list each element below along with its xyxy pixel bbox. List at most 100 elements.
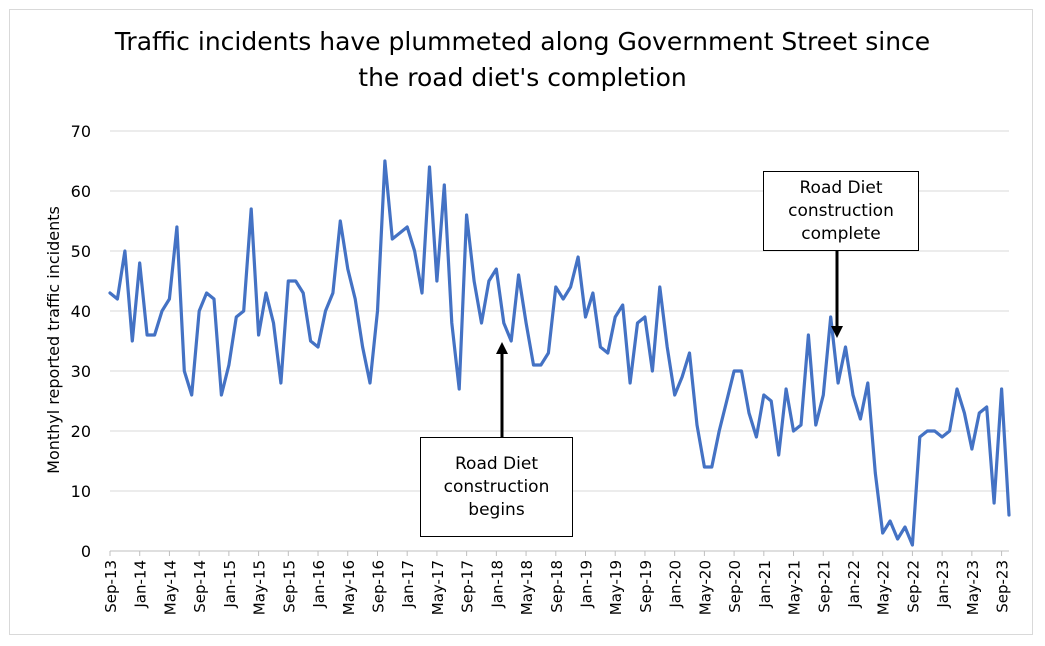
annotation-begins-line-1: Road Diet (455, 453, 538, 474)
data-point (190, 394, 193, 397)
data-point (681, 376, 684, 379)
annotation-begins-line-2: construction (443, 476, 550, 497)
data-point (302, 292, 305, 295)
x-tick-label: Sep-17 (459, 560, 477, 613)
data-point (807, 334, 810, 337)
data-point (740, 370, 743, 373)
data-point (317, 346, 320, 349)
data-point (294, 280, 297, 283)
data-point (547, 352, 550, 355)
data-point (599, 346, 602, 349)
data-point (109, 292, 112, 295)
x-tick-label: Sep-15 (280, 560, 298, 613)
x-tick-label: Jan-15 (221, 560, 239, 609)
data-point (614, 316, 617, 319)
data-point (161, 310, 164, 313)
data-point (762, 394, 765, 397)
data-point (510, 340, 513, 343)
x-tick-label: May-22 (875, 560, 893, 615)
data-point (606, 352, 609, 355)
x-tick-label: Sep-14 (191, 560, 209, 613)
data-point (487, 280, 490, 283)
data-point (435, 280, 438, 283)
data-point (569, 286, 572, 289)
data-point (792, 430, 795, 433)
data-point (970, 448, 973, 451)
data-point (591, 292, 594, 295)
data-point (822, 394, 825, 397)
data-point (889, 520, 892, 523)
data-point (651, 370, 654, 373)
y-axis-title: Monthyl reported traffic incidents (44, 206, 63, 474)
y-tick-label: 10 (71, 482, 91, 501)
x-tick-label: Jan-22 (845, 560, 863, 609)
data-point (584, 316, 587, 319)
data-point (859, 418, 862, 421)
data-point (941, 436, 944, 439)
chart-title: Traffic incidents have plummeted along G… (0, 24, 1045, 96)
data-point (391, 238, 394, 241)
data-point (361, 346, 364, 349)
data-point (235, 316, 238, 319)
data-point (242, 310, 245, 313)
x-tick-label: Jan-20 (667, 560, 685, 609)
data-point (948, 430, 951, 433)
data-point (369, 382, 372, 385)
data-point (643, 316, 646, 319)
data-point (116, 298, 119, 301)
data-point (346, 268, 349, 271)
data-point (465, 214, 468, 217)
data-point (725, 400, 728, 403)
x-tick-label: Jan-14 (132, 560, 150, 609)
data-point (963, 412, 966, 415)
chart-title-line-1: Traffic incidents have plummeted along G… (114, 27, 931, 56)
data-point (837, 382, 840, 385)
data-point (123, 250, 126, 253)
data-point (525, 322, 528, 325)
data-point (718, 430, 721, 433)
x-axis-ticks: Sep-13 Jan-14 May-14 Sep-14 Jan-15 May-15 Sep-… (102, 551, 1012, 615)
x-tick-label: Jan-23 (934, 560, 952, 609)
data-point (480, 322, 483, 325)
data-point (554, 286, 557, 289)
data-point (324, 310, 327, 313)
data-point (495, 268, 498, 271)
data-point (376, 310, 379, 313)
data-point (985, 406, 988, 409)
y-tick-label: 50 (71, 242, 91, 261)
data-point (800, 424, 803, 427)
data-point (279, 382, 282, 385)
data-point (539, 364, 542, 367)
x-tick-label: May-20 (696, 560, 714, 615)
data-point (175, 226, 178, 229)
data-point (688, 352, 691, 355)
data-point (658, 286, 661, 289)
data-point (748, 412, 751, 415)
chart-title-line-2: the road diet's completion (358, 63, 687, 92)
data-point (502, 322, 505, 325)
data-point (703, 466, 706, 469)
data-point (1008, 514, 1011, 517)
data-point (309, 340, 312, 343)
data-point (428, 166, 431, 169)
data-point (636, 322, 639, 325)
x-tick-label: May-17 (429, 560, 447, 615)
x-tick-label: Sep-22 (904, 560, 922, 613)
data-point (621, 304, 624, 307)
data-point (183, 370, 186, 373)
x-tick-label: May-16 (340, 560, 358, 615)
annotation-complete-line-1: Road Diet (799, 177, 883, 198)
x-tick-label: Jan-17 (399, 560, 417, 609)
x-tick-label: Sep-23 (994, 560, 1012, 613)
data-point (205, 292, 208, 295)
annotation-complete-line-2: construction (788, 200, 894, 221)
data-point (339, 220, 342, 223)
x-tick-label: Sep-20 (726, 560, 744, 613)
data-point (287, 280, 290, 283)
data-point (473, 280, 476, 283)
y-tick-label: 30 (71, 362, 91, 381)
data-point (458, 388, 461, 391)
data-point (844, 346, 847, 349)
data-point (146, 334, 149, 337)
